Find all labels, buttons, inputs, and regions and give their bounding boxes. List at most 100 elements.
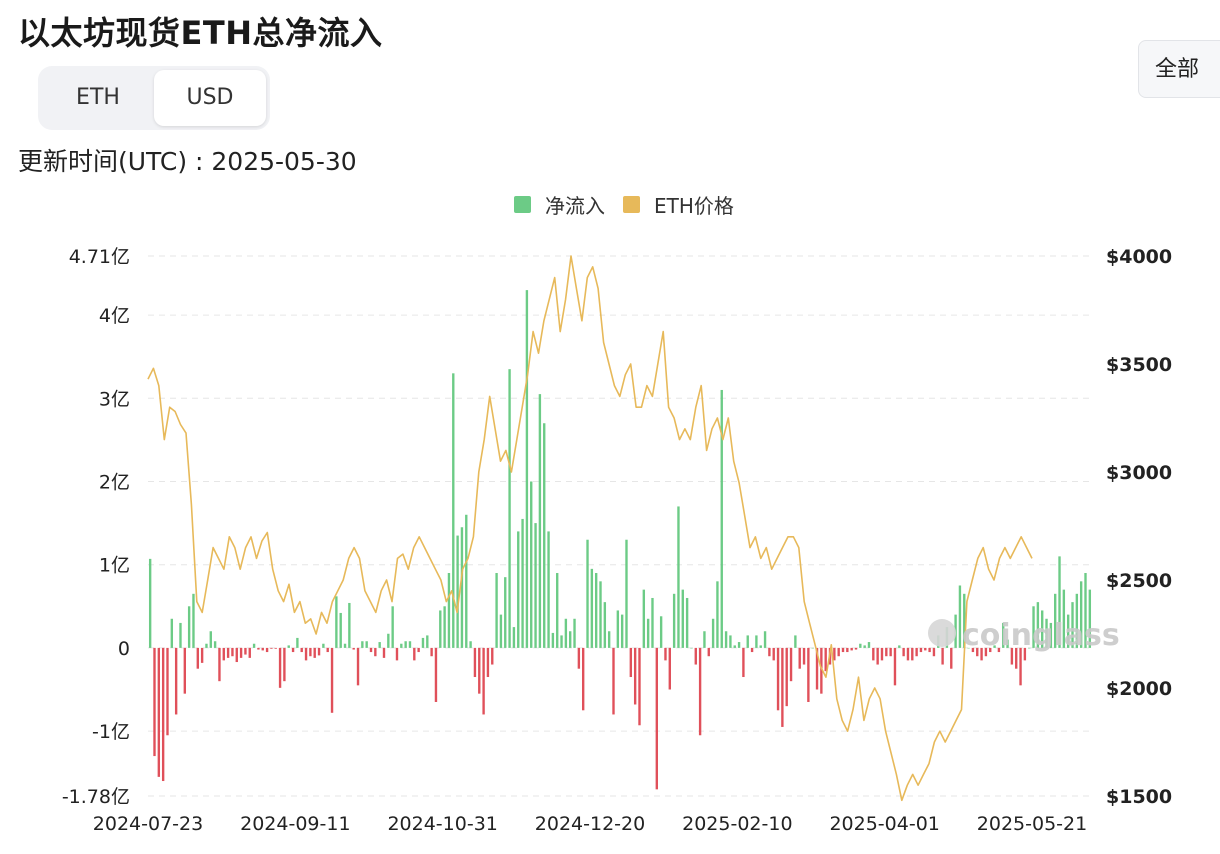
inflow-bar[interactable]: [525, 290, 529, 648]
inflow-bar[interactable]: [304, 647, 308, 661]
inflow-bar[interactable]: [659, 616, 663, 648]
inflow-bar[interactable]: [1079, 581, 1083, 648]
inflow-bar[interactable]: [512, 627, 516, 648]
inflow-bar[interactable]: [863, 645, 866, 648]
inflow-bar[interactable]: [928, 647, 931, 653]
inflow-bar[interactable]: [750, 647, 754, 653]
inflow-bar[interactable]: [720, 389, 723, 648]
inflow-bar[interactable]: [430, 647, 433, 657]
inflow-bar[interactable]: [556, 573, 559, 648]
inflow-bar[interactable]: [594, 573, 598, 648]
inflow-bar[interactable]: [495, 573, 498, 648]
inflow-bar[interactable]: [270, 647, 273, 649]
eth-price-line[interactable]: [147, 255, 1033, 802]
inflow-bar[interactable]: [664, 647, 667, 661]
inflow-bar[interactable]: [703, 631, 706, 648]
inflow-bar[interactable]: [313, 647, 316, 658]
inflow-bar[interactable]: [941, 647, 944, 665]
inflow-bar[interactable]: [200, 647, 204, 663]
inflow-bar[interactable]: [1002, 622, 1005, 648]
inflow-bar[interactable]: [789, 647, 793, 682]
inflow-bar[interactable]: [1010, 647, 1014, 665]
inflow-bar[interactable]: [841, 647, 845, 653]
inflow-bar[interactable]: [252, 643, 256, 648]
inflow-bar[interactable]: [460, 527, 464, 648]
inflow-bar[interactable]: [1058, 556, 1061, 648]
inflow-bar[interactable]: [1015, 647, 1018, 669]
inflow-bar[interactable]: [737, 642, 741, 648]
inflow-bar[interactable]: [1019, 647, 1022, 686]
inflow-bar[interactable]: [1045, 618, 1048, 648]
inflow-bar[interactable]: [343, 643, 347, 648]
inflow-bar[interactable]: [763, 631, 767, 648]
inflow-bar[interactable]: [807, 647, 810, 702]
inflow-bar[interactable]: [919, 647, 923, 653]
inflow-bar[interactable]: [893, 647, 897, 686]
inflow-bar[interactable]: [885, 647, 888, 657]
inflow-bar[interactable]: [508, 369, 511, 648]
inflow-bar[interactable]: [434, 647, 438, 702]
inflow-bar[interactable]: [1023, 647, 1027, 661]
inflow-bar[interactable]: [677, 506, 680, 648]
inflow-bar[interactable]: [391, 606, 394, 648]
inflow-bar[interactable]: [1049, 622, 1053, 648]
inflow-bar[interactable]: [1036, 602, 1040, 648]
inflow-bar[interactable]: [1032, 606, 1035, 648]
inflow-bar[interactable]: [1084, 573, 1087, 648]
inflow-bar[interactable]: [685, 597, 689, 648]
inflow-bar[interactable]: [166, 647, 169, 736]
inflow-bar[interactable]: [157, 647, 161, 777]
inflow-bar[interactable]: [365, 641, 368, 648]
inflow-bar[interactable]: [222, 647, 225, 661]
inflow-bar[interactable]: [837, 647, 840, 657]
inflow-bar[interactable]: [898, 645, 901, 648]
inflow-bar[interactable]: [590, 568, 594, 648]
inflow-bar[interactable]: [330, 647, 334, 713]
inflow-bar[interactable]: [248, 647, 251, 658]
inflow-bar[interactable]: [486, 647, 490, 678]
inflow-bar[interactable]: [404, 641, 407, 648]
inflow-bar[interactable]: [846, 647, 849, 653]
inflow-bar[interactable]: [378, 642, 381, 648]
inflow-bar[interactable]: [244, 647, 247, 655]
inflow-bar[interactable]: [439, 610, 442, 648]
inflow-bar[interactable]: [993, 645, 996, 648]
inflow-bar[interactable]: [504, 577, 507, 648]
inflow-bar[interactable]: [356, 647, 360, 686]
inflow-bar[interactable]: [348, 602, 351, 648]
inflow-bar[interactable]: [226, 647, 230, 658]
inflow-bar[interactable]: [530, 481, 533, 648]
inflow-bar[interactable]: [1054, 593, 1057, 648]
inflow-bar[interactable]: [902, 647, 905, 657]
inflow-bar[interactable]: [400, 643, 403, 648]
inflow-bar[interactable]: [824, 647, 827, 672]
inflow-bar[interactable]: [265, 647, 269, 653]
inflow-bar[interactable]: [781, 647, 784, 727]
inflow-bar[interactable]: [798, 647, 801, 669]
inflow-bar[interactable]: [997, 647, 1001, 653]
inflow-bar[interactable]: [586, 539, 589, 648]
inflow-bar[interactable]: [729, 635, 732, 648]
inflow-bar[interactable]: [231, 647, 234, 657]
inflow-bar[interactable]: [906, 647, 910, 661]
inflow-bar[interactable]: [785, 647, 788, 707]
inflow-bar[interactable]: [889, 647, 892, 657]
inflow-bar[interactable]: [352, 647, 355, 650]
inflow-bar[interactable]: [963, 593, 966, 648]
inflow-bar[interactable]: [1071, 602, 1074, 648]
inflow-bar[interactable]: [326, 647, 329, 653]
inflow-bar[interactable]: [638, 647, 641, 726]
inflow-bar[interactable]: [776, 647, 780, 711]
inflow-bar[interactable]: [274, 647, 277, 649]
inflow-bar[interactable]: [755, 635, 758, 648]
inflow-bar[interactable]: [772, 647, 775, 661]
inflow-bar[interactable]: [183, 647, 186, 694]
inflow-bar[interactable]: [642, 589, 646, 648]
inflow-bar[interactable]: [859, 643, 862, 648]
inflow-bar[interactable]: [239, 647, 243, 658]
inflow-bar[interactable]: [235, 647, 238, 663]
inflow-bar[interactable]: [932, 647, 936, 657]
inflow-bar[interactable]: [560, 635, 563, 648]
unit-option-usd[interactable]: USD: [154, 70, 266, 126]
inflow-bar[interactable]: [205, 643, 208, 648]
